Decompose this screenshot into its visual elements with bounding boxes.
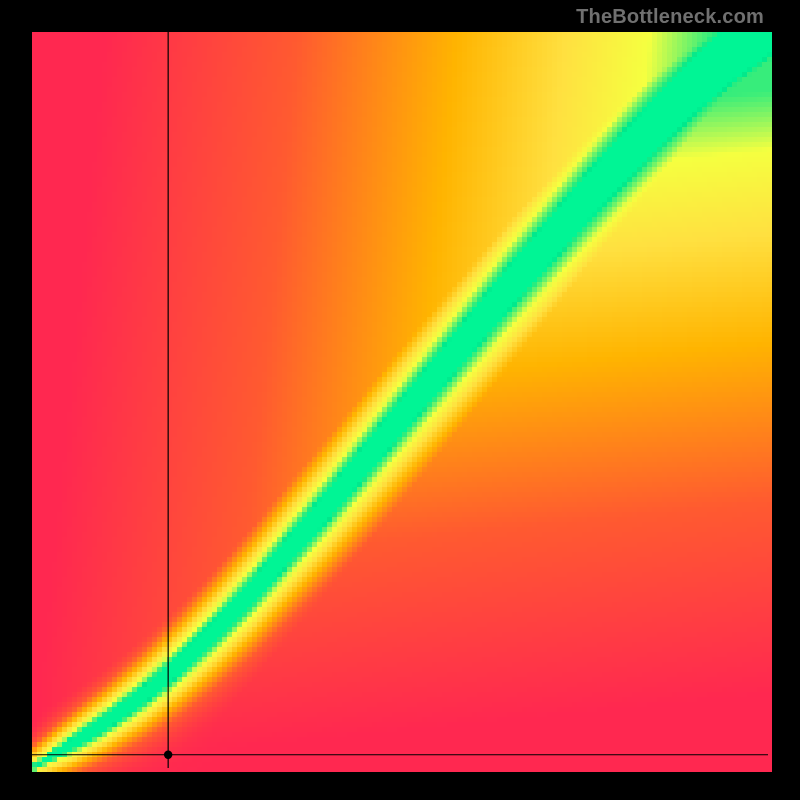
heatmap-canvas (0, 0, 800, 800)
watermark-label: TheBottleneck.com (576, 6, 764, 29)
chart-container: TheBottleneck.com (0, 0, 800, 800)
